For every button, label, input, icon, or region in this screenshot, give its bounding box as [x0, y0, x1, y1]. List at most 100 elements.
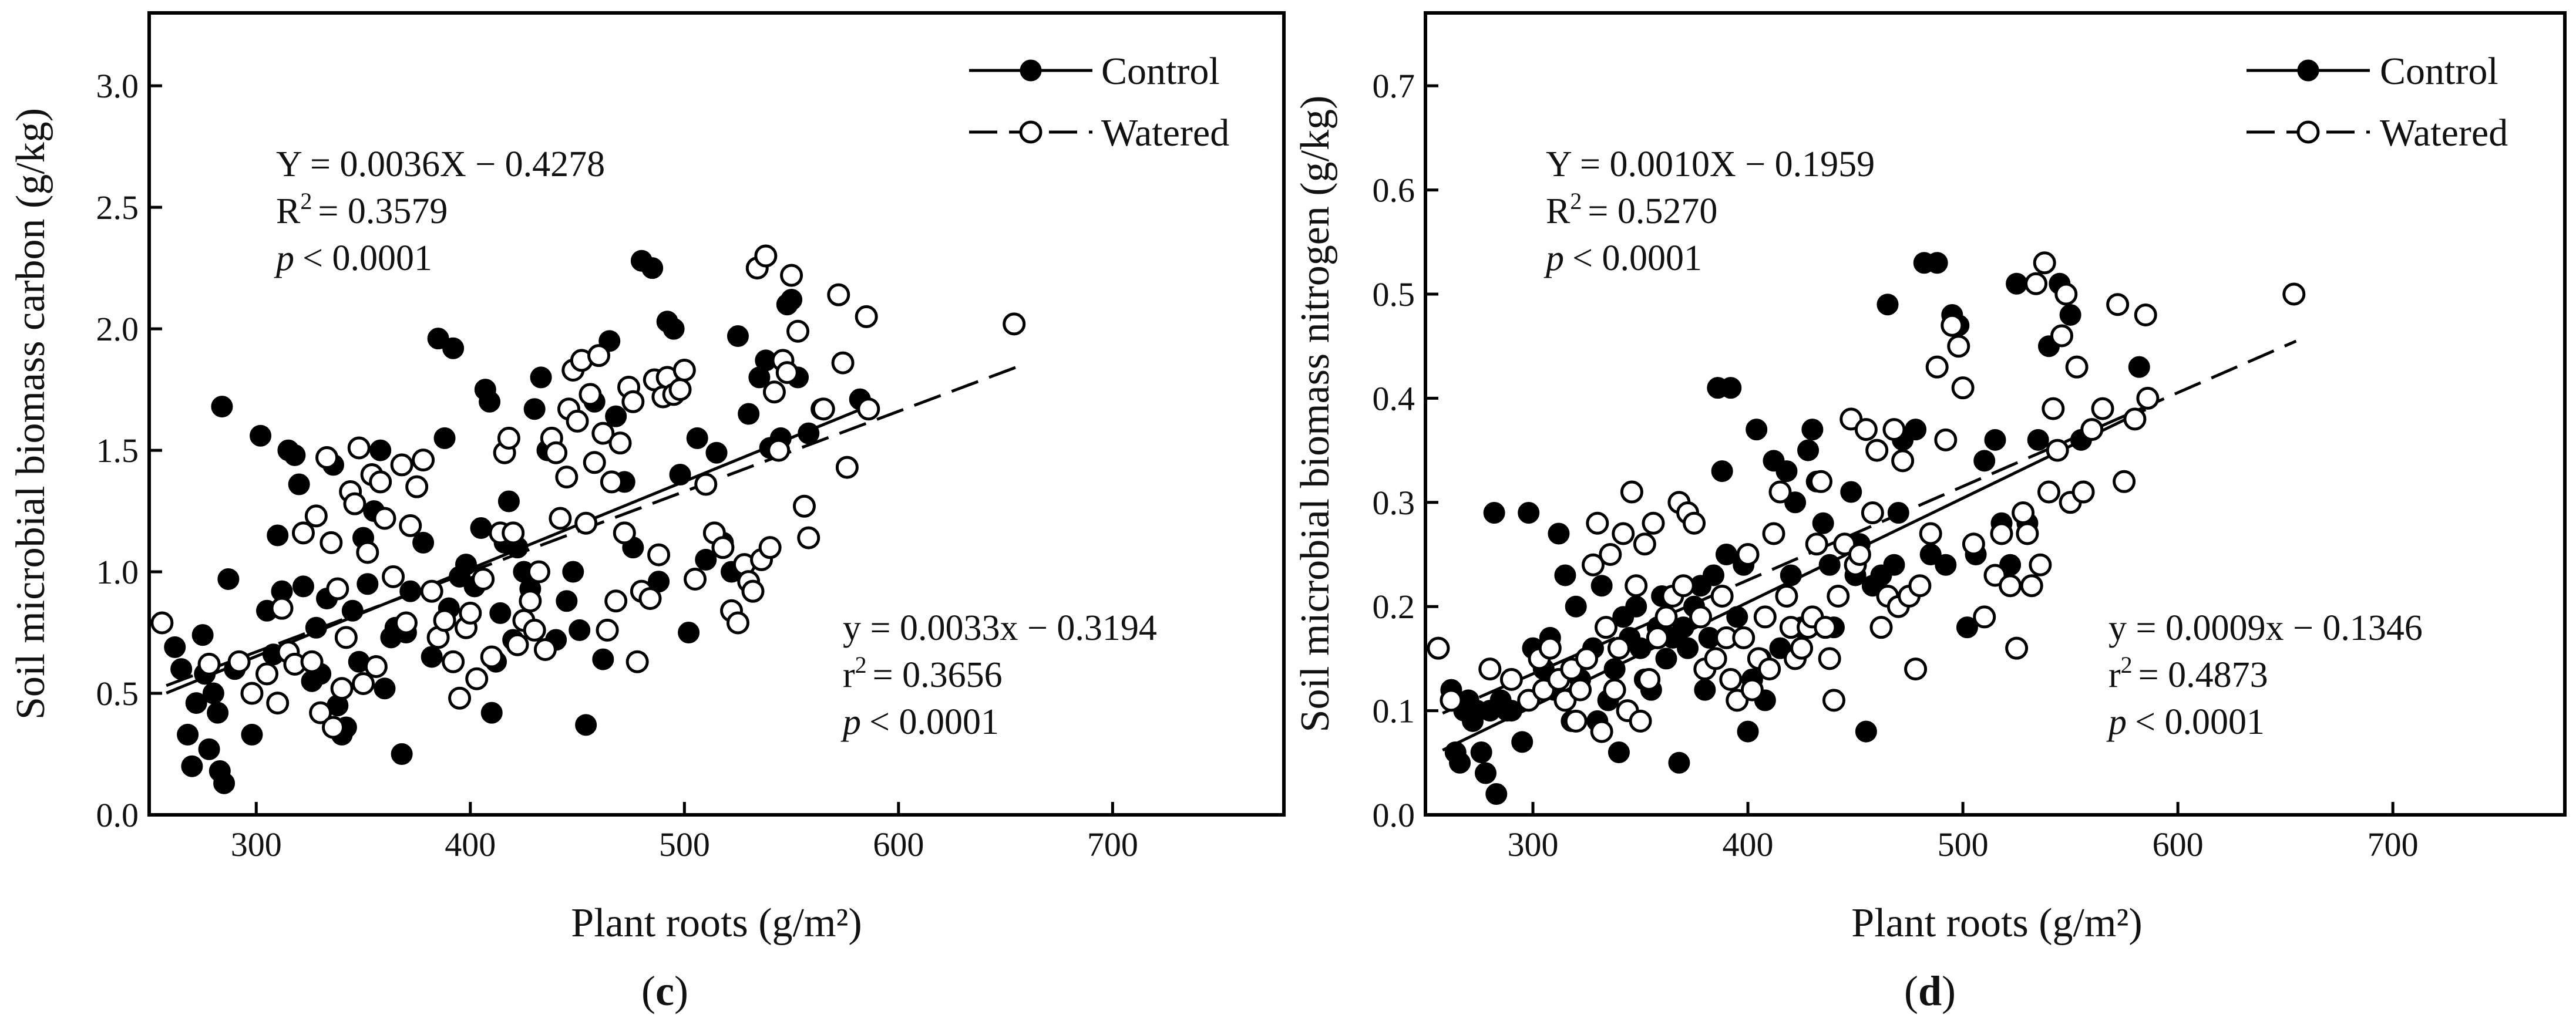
- watered-point: [857, 397, 880, 421]
- watered-point: [638, 587, 662, 611]
- y-axis-title: Soil microbial biomass nitrogen (g/kg): [1293, 96, 1338, 733]
- control-point: [2027, 429, 2049, 451]
- control-point: [202, 682, 224, 704]
- watered-point: [465, 667, 489, 690]
- watered-point: [502, 521, 525, 545]
- legend-control-marker: [1020, 59, 1042, 82]
- control-point: [284, 444, 306, 466]
- watered-p-value: p < 0.0001: [2106, 702, 2265, 742]
- control-point: [241, 723, 263, 746]
- control-point: [641, 257, 664, 279]
- watered-point: [480, 645, 503, 669]
- panel-c: 300 400 500 600 700 0.0 0.5 1.0 1.5 2.0 2.5 3.0 Con…: [8, 11, 1286, 1014]
- watered-point: [1637, 667, 1661, 691]
- watered-point: [519, 589, 542, 613]
- panel-d: 300 400 500 600 7000.00.10.20.30.40.50.60.7 …: [1293, 11, 2567, 1014]
- watered-point: [2071, 480, 2095, 504]
- x-tick-label: 700: [2368, 825, 2419, 864]
- watered-point: [647, 543, 671, 567]
- watered-point: [762, 380, 786, 404]
- watered-point: [533, 638, 557, 662]
- watered-point: [2113, 470, 2136, 493]
- control-point: [374, 677, 396, 700]
- watered-point: [266, 692, 290, 715]
- watered-point: [240, 682, 264, 705]
- control-point: [479, 390, 501, 413]
- control-point: [305, 616, 327, 639]
- watered-point: [2080, 418, 2104, 441]
- watered-point: [668, 378, 692, 402]
- watered-point: [255, 662, 278, 686]
- watered-point: [1990, 522, 2013, 545]
- watered-point: [472, 567, 495, 591]
- watered-point: [1753, 605, 1777, 629]
- control-point: [1694, 679, 1716, 701]
- legend: Control Watered: [2247, 50, 2508, 154]
- watered-point: [1732, 626, 1756, 649]
- watered-point: [1633, 532, 1656, 556]
- watered-point: [1710, 584, 1734, 608]
- legend-watered-marker: [2296, 120, 2320, 144]
- x-tick-label: 500: [659, 825, 710, 864]
- watered-point: [1827, 584, 1850, 608]
- control-point: [489, 602, 512, 624]
- watered-point: [352, 672, 375, 695]
- watered-point: [1564, 709, 1588, 733]
- watered-point: [1775, 584, 1798, 608]
- watered-point: [1822, 689, 1845, 712]
- watered-point: [309, 701, 332, 724]
- watered-point: [1003, 312, 1026, 336]
- control-point: [1818, 554, 1841, 576]
- watered-point: [1646, 626, 1669, 649]
- control-point: [562, 561, 584, 583]
- watered-point: [1854, 418, 1878, 441]
- legend-control-label: Control: [2380, 50, 2498, 93]
- control-point: [1905, 419, 1927, 441]
- x-tick-label: 400: [1723, 825, 1774, 864]
- watered-point: [741, 579, 765, 603]
- control-point: [686, 427, 708, 449]
- watered-point: [1919, 522, 1942, 545]
- watered-point: [2046, 439, 2069, 462]
- control-fit-annotation: Y = 0.0010X − 0.1959 R2 = 0.5270 p < 0.000…: [1543, 144, 1875, 278]
- watered-point: [390, 453, 413, 477]
- y-tick-label: 0.7: [1373, 67, 1415, 105]
- x-tick-label: 400: [445, 825, 496, 864]
- watered-p-value: p < 0.0001: [840, 702, 999, 742]
- y-tick-label: 3.0: [96, 67, 139, 105]
- control-point: [2128, 356, 2150, 378]
- control-point: [1780, 564, 1802, 586]
- watered-point: [300, 650, 324, 673]
- control-point: [1500, 700, 1522, 722]
- watered-point: [767, 439, 791, 462]
- watered-point: [2050, 324, 2073, 348]
- y-tick-label: 0.5: [96, 675, 139, 713]
- watered-point: [315, 446, 339, 470]
- watered-point: [2065, 355, 2089, 379]
- watered-point: [1599, 542, 1622, 566]
- watered-point: [1736, 542, 1760, 566]
- data-points: [1427, 251, 2306, 805]
- watered-point: [1582, 553, 1605, 576]
- control-point: [341, 599, 364, 622]
- watered-point: [1805, 532, 1828, 556]
- control-point: [213, 772, 236, 794]
- watered-point: [587, 344, 611, 367]
- watered-point: [459, 601, 482, 625]
- watered-point: [2029, 553, 2052, 576]
- watered-point: [1704, 647, 1727, 670]
- y-tick-label: 1.0: [96, 553, 139, 591]
- watered-point: [1848, 542, 1871, 566]
- watered-point: [373, 507, 396, 530]
- control-point: [1511, 731, 1534, 753]
- legend: Control Watered: [969, 50, 1229, 154]
- y-tick-label: 0.0: [1373, 796, 1415, 834]
- watered-equation: y = 0.0033x − 0.3194: [843, 608, 1157, 648]
- control-point: [1474, 762, 1496, 784]
- watered-point: [399, 514, 422, 537]
- control-point: [695, 548, 717, 571]
- watered-point: [2054, 282, 2078, 306]
- control-point: [1956, 616, 1978, 639]
- control-point: [1737, 720, 1759, 743]
